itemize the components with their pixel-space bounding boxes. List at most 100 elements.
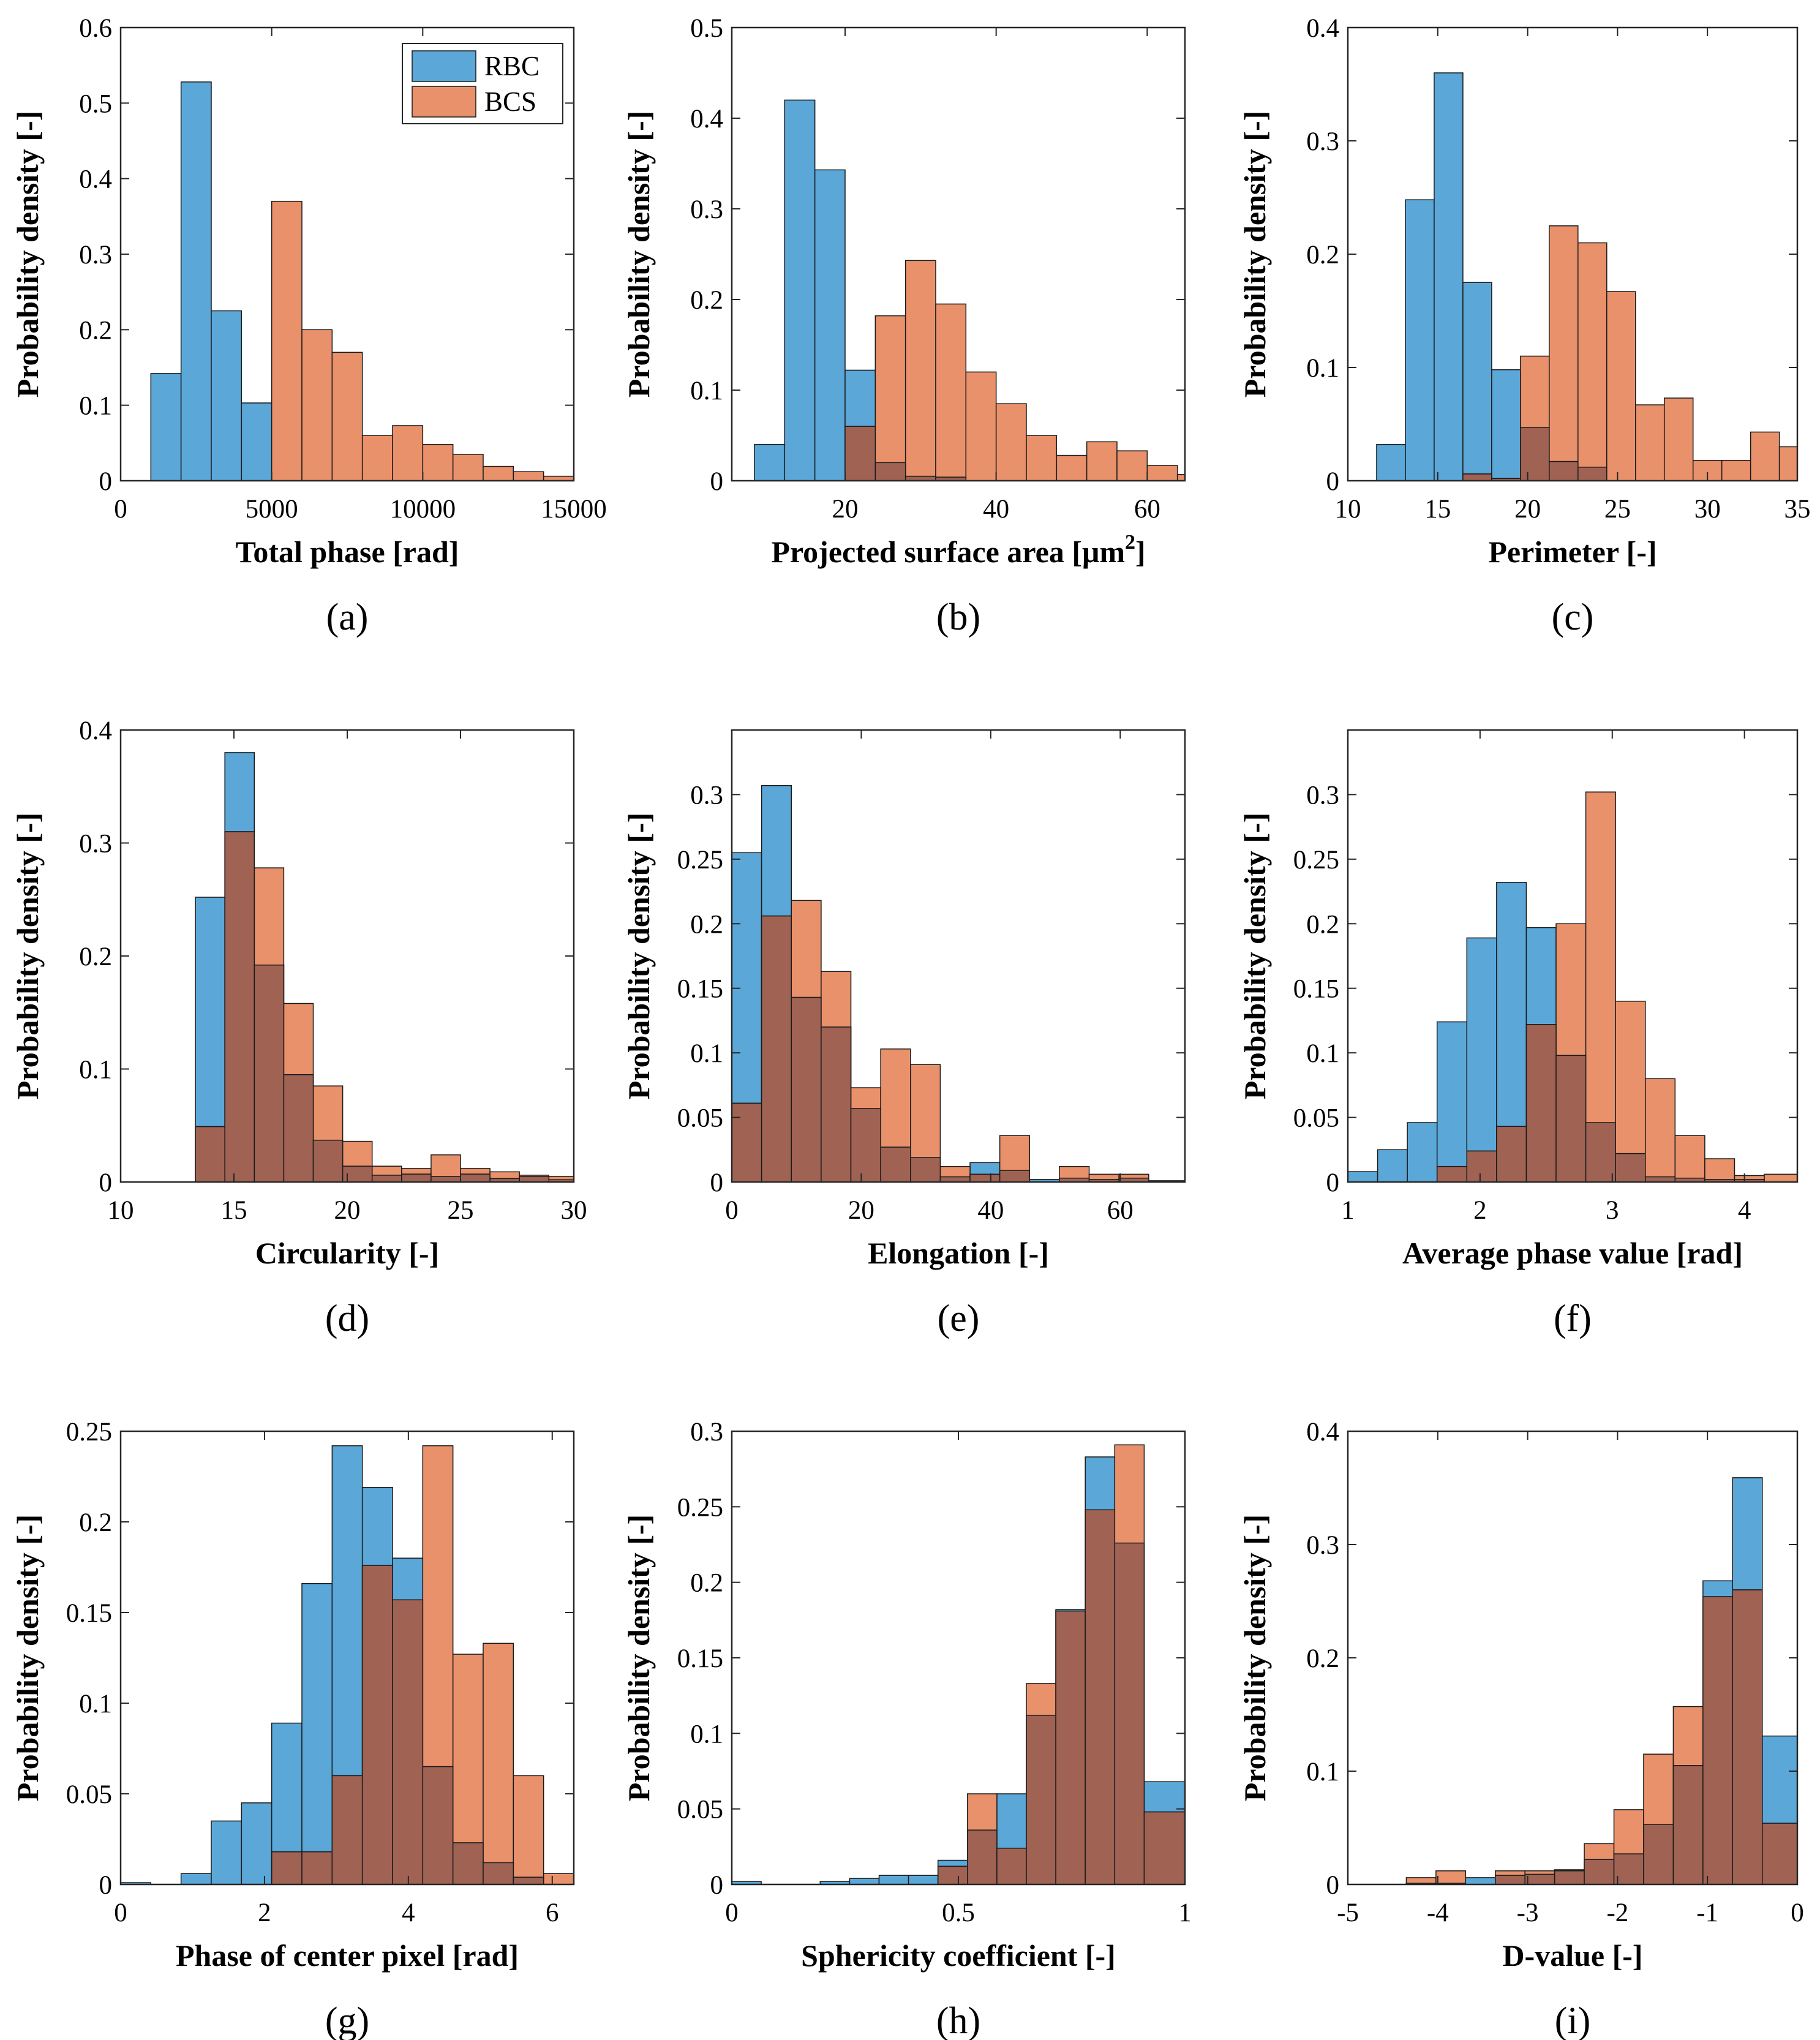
overlap-bar [483, 1862, 514, 1885]
y-tick-label: 0.4 [79, 717, 112, 745]
y-tick-label: 0.1 [79, 392, 112, 421]
y-tick-label: 0.25 [677, 846, 723, 875]
x-tick-label: 0.5 [942, 1899, 975, 1927]
bcs-bar [1146, 465, 1178, 481]
bars [754, 99, 1186, 481]
y-tick-label: 0.4 [1306, 14, 1339, 43]
y-tick-label: 0.2 [690, 286, 723, 315]
bars [1376, 72, 1798, 481]
rbc-bar [1376, 444, 1406, 481]
y-tick-label: 0.3 [1306, 1531, 1339, 1560]
panel-c: 10 15 20 25 30 35 0 0.1 0.2 0.3 0.4 Perimeter [-] Pr… [1238, 14, 1811, 638]
y-tick-label: 0 [710, 467, 724, 496]
rbc-bar [301, 1583, 333, 1885]
x-tick-label: 60 [1107, 1196, 1134, 1225]
x-tick-label: 0 [114, 1899, 127, 1927]
axes-frame [1347, 729, 1799, 1183]
bars [120, 1445, 574, 1885]
x-tick-label: 0 [1791, 1899, 1804, 1927]
overlap-bar [519, 1176, 550, 1183]
rbc-bar [754, 444, 786, 481]
axes-frame [731, 729, 1186, 1183]
x-tick-label: 1 [1341, 1196, 1355, 1225]
axes-frame [731, 26, 1186, 482]
y-tick-label: 0.05 [677, 1104, 723, 1133]
overlap-bar [939, 1176, 971, 1183]
bcs-bar [1644, 1078, 1676, 1183]
bcs-bar [935, 303, 967, 481]
y-tick-label: 0.6 [79, 14, 112, 43]
x-axis-label-superscript: 2 [1125, 531, 1135, 554]
x-axis-label-end: ] [1135, 535, 1146, 569]
bcs-bar [874, 315, 906, 481]
bcs-bar [543, 1873, 574, 1885]
x-tick-label: 5000 [246, 495, 298, 524]
y-axis-label: Probability density [-] [10, 1515, 45, 1802]
x-tick-label: -4 [1427, 1899, 1449, 1927]
overlap-bar [1672, 1765, 1704, 1885]
x-axis-label: Circularity [-] [255, 1236, 439, 1270]
x-tick-label: 40 [983, 495, 1009, 524]
x-tick-label: 20 [334, 1196, 361, 1225]
rbc-bar [211, 310, 243, 481]
overlap-bar [1732, 1589, 1763, 1885]
overlap-bar [331, 1775, 363, 1885]
x-tick-label: 40 [977, 1196, 1004, 1225]
panel-a: 0 5000 10000 15000 0 0.1 0.2 0.3 0.4 0.5 0.6 Total … [10, 14, 607, 638]
y-tick-label: 0.2 [690, 1569, 723, 1598]
bcs-bar [1577, 242, 1608, 481]
x-tick-label: 20 [832, 495, 859, 524]
overlap-bar [1613, 1853, 1644, 1885]
x-tick-label: 20 [1514, 495, 1541, 524]
axes-frame [119, 1430, 575, 1886]
x-tick-label: 0 [725, 1196, 739, 1225]
bcs-bar [1176, 473, 1186, 481]
x-tick-label: 10 [1335, 495, 1361, 524]
bcs-bar [965, 371, 997, 481]
rbc-bar [1434, 72, 1464, 481]
overlap-bar [1584, 1859, 1615, 1885]
x-axis-label: Elongation [-] [868, 1236, 1049, 1270]
rbc-bar [1491, 369, 1521, 481]
rbc-bar [1465, 1877, 1496, 1885]
panel-e: 0 20 40 60 0 0.05 0.1 0.15 0.2 0.25 0.3 Elongation … [622, 729, 1186, 1339]
rbc-bar [150, 373, 182, 481]
bcs-bar [1086, 441, 1118, 481]
panel-caption: (i) [1555, 2000, 1591, 2040]
legend-rbc-label: RBC [484, 51, 540, 81]
overlap-bar [1577, 467, 1608, 481]
overlap-bar [1761, 1823, 1798, 1885]
overlap-bar [254, 965, 285, 1183]
overlap-bar [392, 1599, 424, 1885]
rbc-bar [180, 1873, 212, 1885]
y-tick-label: 0.5 [79, 89, 112, 118]
bcs-bar [1764, 1173, 1798, 1183]
x-tick-label: -1 [1696, 1899, 1718, 1927]
y-axis-label: Probability density [-] [1238, 1515, 1272, 1802]
x-axis-label: Perimeter [-] [1488, 535, 1656, 569]
overlap-bar [1026, 1714, 1056, 1885]
x-tick-label: 4 [402, 1899, 415, 1927]
x-axis-label: Phase of center pixel [rad] [176, 1938, 519, 1973]
y-tick-label: 0.15 [66, 1599, 112, 1628]
y-tick-label: 0 [99, 1871, 113, 1900]
x-tick-label: 2 [258, 1899, 271, 1927]
overlap-bar [1549, 461, 1579, 481]
overlap-bar [1644, 1176, 1676, 1183]
x-tick-label: 4 [1738, 1196, 1751, 1225]
rbc-bar [1436, 1021, 1468, 1183]
x-tick-label: 6 [546, 1899, 559, 1927]
bcs-bar [361, 435, 393, 481]
rbc-bar [1462, 282, 1492, 481]
bcs-bar [1704, 1158, 1735, 1183]
bars [150, 81, 574, 481]
y-axis-label: Probability density [-] [1238, 111, 1272, 398]
panel-caption: (c) [1552, 597, 1594, 638]
x-tick-label: 30 [561, 1196, 587, 1225]
overlap-bar [1143, 1811, 1186, 1885]
overlap-bar [731, 1102, 762, 1183]
x-tick-label: -3 [1517, 1899, 1539, 1927]
y-tick-label: 0.2 [1306, 1644, 1339, 1673]
overlap-bar [999, 1170, 1031, 1183]
overlap-bar [401, 1173, 432, 1183]
